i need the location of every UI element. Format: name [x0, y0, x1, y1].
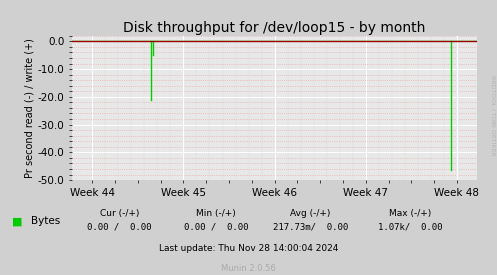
- Text: Bytes: Bytes: [31, 216, 61, 226]
- Y-axis label: Pr second read (-) / write (+): Pr second read (-) / write (+): [25, 38, 35, 178]
- Text: 0.00 /  0.00: 0.00 / 0.00: [184, 222, 248, 231]
- Text: 1.07k/  0.00: 1.07k/ 0.00: [378, 222, 442, 231]
- Text: Min (-/+): Min (-/+): [196, 209, 236, 218]
- Title: Disk throughput for /dev/loop15 - by month: Disk throughput for /dev/loop15 - by mon…: [123, 21, 426, 35]
- Text: Last update: Thu Nov 28 14:00:04 2024: Last update: Thu Nov 28 14:00:04 2024: [159, 244, 338, 253]
- Text: Max (-/+): Max (-/+): [389, 209, 431, 218]
- Text: ■: ■: [12, 216, 23, 226]
- Text: RRDTOOL / TOBI OETIKER: RRDTOOL / TOBI OETIKER: [491, 75, 496, 156]
- Text: Munin 2.0.56: Munin 2.0.56: [221, 264, 276, 273]
- Text: Cur (-/+): Cur (-/+): [99, 209, 139, 218]
- Text: Avg (-/+): Avg (-/+): [290, 209, 331, 218]
- Text: 217.73m/  0.00: 217.73m/ 0.00: [273, 222, 348, 231]
- Text: 0.00 /  0.00: 0.00 / 0.00: [87, 222, 152, 231]
